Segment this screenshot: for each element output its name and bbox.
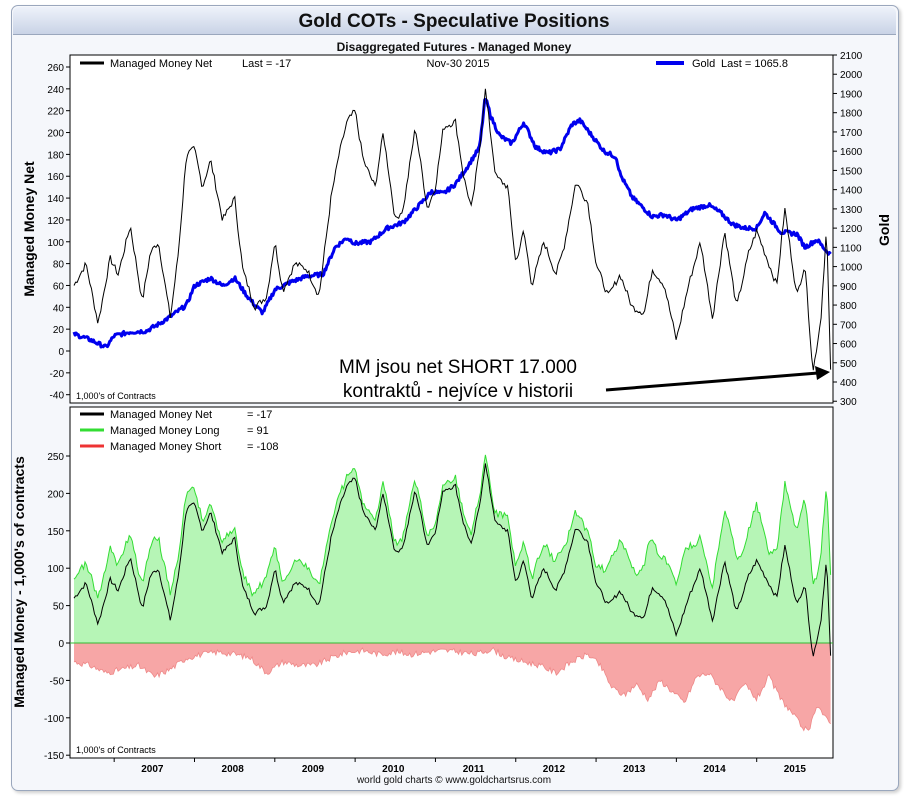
left-axis-tick-label-0: -40 <box>50 391 65 402</box>
x-axis-tick-label-7: 2014 <box>703 764 726 775</box>
bottom-units-note: 1,000's of Contracts <box>76 745 156 755</box>
bottom-axis-tick-label-6: 150 <box>47 527 64 538</box>
bottom-axis-tick-label-1: -100 <box>44 714 64 725</box>
right-axis-tick-label-9: 1200 <box>840 224 863 235</box>
chart-subtitle: Disaggregated Futures - Managed Money <box>336 40 572 54</box>
short-area <box>74 643 831 731</box>
left-axis-tick-label-7: 100 <box>47 238 64 249</box>
x-axis-tick-label-3: 2010 <box>382 764 405 775</box>
left-axis-tick-label-1: -20 <box>50 369 65 380</box>
bottom-axis-tick-label-2: -50 <box>50 676 65 687</box>
legend-last-net-top: Last = -17 <box>242 58 291 70</box>
legend-last-short-bottom: = -108 <box>247 441 279 453</box>
chart-date-label: Nov-30 2015 <box>427 58 490 70</box>
title-bar <box>13 7 896 35</box>
right-axis-tick-label-7: 1000 <box>840 263 863 274</box>
annotation-line-2: kontraktů - nejvíce v historii <box>343 381 573 402</box>
legend-label-net-top: Managed Money Net <box>110 58 212 70</box>
right-axis-tick-label-15: 1800 <box>840 109 863 120</box>
x-axis-tick-label-4: 2011 <box>463 764 485 775</box>
legend-label-short-bottom: Managed Money Short <box>110 441 221 453</box>
managed-money-long-line <box>73 454 832 599</box>
bottom-axis-tick-label-0: -150 <box>44 751 64 762</box>
x-axis-tick-label-6: 2013 <box>623 764 646 775</box>
right-axis-title: Gold <box>876 214 892 246</box>
bottom-axis-tick-label-4: 50 <box>53 602 65 613</box>
right-axis-tick-label-8: 1100 <box>840 243 862 254</box>
left-axis-tick-label-9: 140 <box>47 194 64 205</box>
legend-label-long-bottom: Managed Money Long <box>110 425 219 437</box>
left-axis-tick-label-12: 200 <box>47 129 64 140</box>
right-axis-tick-label-18: 2100 <box>840 51 863 62</box>
x-axis-tick-label-0: 2007 <box>141 764 164 775</box>
chart-title: Gold COTs - Speculative Positions <box>298 11 610 32</box>
left-axis-tick-label-2: 0 <box>58 347 64 358</box>
x-axis-tick-label-8: 2015 <box>784 764 807 775</box>
bottom-axis-tick-label-5: 100 <box>47 564 64 575</box>
legend-last-gold: Last = 1065.8 <box>721 58 788 70</box>
annotation-arrow-head <box>815 366 830 380</box>
right-axis-tick-label-2: 500 <box>840 359 857 370</box>
top-plot-area <box>69 54 834 404</box>
left-axis-title: Managed Money Net <box>21 161 37 297</box>
legend-last-long-bottom: = 91 <box>247 425 269 437</box>
long-area <box>74 454 831 643</box>
left-axis-tick-label-6: 80 <box>53 260 65 271</box>
left-axis-tick-label-5: 60 <box>53 281 65 292</box>
left-axis-tick-label-15: 260 <box>47 63 64 74</box>
right-axis-tick-label-1: 400 <box>840 378 857 389</box>
right-axis-tick-label-5: 800 <box>840 301 857 312</box>
right-axis-tick-label-4: 700 <box>840 320 857 331</box>
right-axis-tick-label-12: 1500 <box>840 166 863 177</box>
bottom-axis-title: Managed Money - 1,000's of contracts <box>11 456 27 708</box>
left-axis-tick-label-8: 120 <box>47 216 64 227</box>
bottom-axis-tick-label-8: 250 <box>47 452 64 463</box>
legend-label-gold: Gold <box>692 58 715 70</box>
left-axis-tick-label-10: 160 <box>47 172 64 183</box>
legend-label-net-bottom: Managed Money Net <box>110 409 212 421</box>
legend-last-net-bottom: = -17 <box>247 409 272 421</box>
x-axis-tick-label-1: 2008 <box>222 764 245 775</box>
bottom-axis-tick-label-7: 200 <box>47 489 64 500</box>
right-axis-tick-label-6: 900 <box>840 282 857 293</box>
annotation-arrow-shaft <box>605 371 819 392</box>
managed-money-short-line <box>73 646 831 732</box>
chart-footer: world gold charts © www.goldchartsrus.co… <box>356 775 552 786</box>
right-axis-tick-label-3: 600 <box>840 340 857 351</box>
x-axis-tick-label-2: 2009 <box>302 764 325 775</box>
right-axis-tick-label-17: 2000 <box>840 70 863 81</box>
bottom-axis-tick-label-3: 0 <box>58 639 64 650</box>
right-axis-tick-label-0: 300 <box>840 397 857 408</box>
right-axis-tick-label-13: 1600 <box>840 147 863 158</box>
annotation-line-1: MM jsou net SHORT 17.000 <box>339 357 577 378</box>
top-units-note: 1,000's of Contracts <box>76 391 156 401</box>
right-axis-tick-label-16: 1900 <box>840 89 863 100</box>
right-axis-tick-label-11: 1400 <box>840 186 863 197</box>
right-axis-tick-label-14: 1700 <box>840 128 863 139</box>
gold-price-line <box>72 98 832 349</box>
left-axis-tick-label-3: 20 <box>53 325 65 336</box>
x-axis-tick-label-5: 2012 <box>543 764 566 775</box>
right-axis-tick-label-10: 1300 <box>840 205 863 216</box>
managed-money-net-line-bottom <box>73 463 832 657</box>
left-axis-tick-label-4: 40 <box>53 303 65 314</box>
managed-money-net-line-top <box>73 88 832 371</box>
left-axis-tick-label-14: 240 <box>47 85 64 96</box>
left-axis-tick-label-11: 180 <box>47 150 64 161</box>
left-axis-tick-label-13: 220 <box>47 107 64 118</box>
